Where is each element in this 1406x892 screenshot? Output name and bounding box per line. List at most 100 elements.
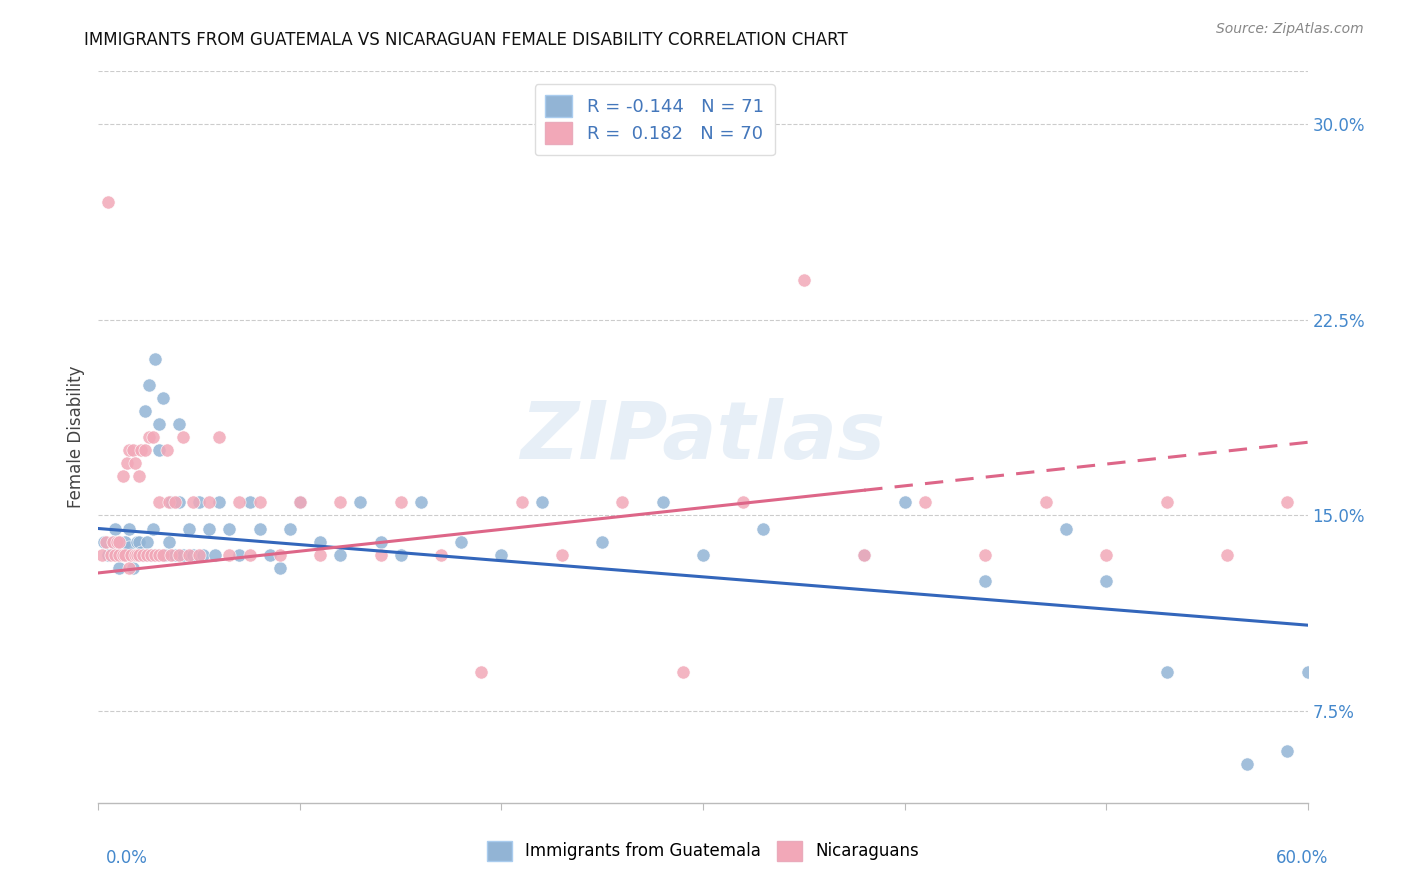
Point: [129, 545, 152, 559]
Point: [148, 443, 170, 458]
Point: [1095, 548, 1118, 562]
Point: [124, 548, 146, 562]
Point: [103, 521, 125, 535]
Point: [204, 548, 226, 562]
Point: [121, 443, 143, 458]
Point: [1296, 665, 1319, 680]
Point: [752, 521, 775, 535]
Text: 60.0%: 60.0%: [1277, 849, 1329, 867]
Point: [893, 495, 915, 509]
Point: [974, 574, 997, 588]
Point: [551, 548, 574, 562]
Point: [118, 443, 141, 458]
Point: [239, 495, 262, 509]
Point: [733, 495, 755, 509]
Point: [1035, 495, 1057, 509]
Point: [510, 495, 533, 509]
Point: [370, 534, 392, 549]
Point: [651, 495, 673, 509]
Point: [111, 469, 134, 483]
Point: [118, 540, 141, 554]
Point: [139, 548, 162, 562]
Point: [152, 548, 174, 562]
Point: [269, 560, 291, 574]
Point: [160, 548, 183, 562]
Point: [97, 548, 120, 562]
Point: [143, 548, 166, 562]
Point: [139, 548, 162, 562]
Point: [179, 521, 201, 535]
Point: [370, 548, 392, 562]
Point: [1277, 743, 1299, 757]
Point: [101, 534, 124, 549]
Point: [288, 495, 311, 509]
Y-axis label: Female Disability: Female Disability: [66, 366, 84, 508]
Point: [409, 495, 432, 509]
Point: [134, 404, 156, 418]
Point: [179, 548, 201, 562]
Point: [148, 548, 170, 562]
Point: [153, 548, 176, 562]
Point: [118, 521, 141, 535]
Point: [228, 495, 250, 509]
Point: [1054, 521, 1077, 535]
Point: [530, 495, 553, 509]
Point: [124, 456, 146, 470]
Point: [163, 548, 186, 562]
Point: [101, 534, 124, 549]
Point: [1216, 548, 1239, 562]
Point: [157, 534, 180, 549]
Legend: Immigrants from Guatemala, Nicaraguans: Immigrants from Guatemala, Nicaraguans: [479, 834, 927, 868]
Point: [309, 534, 332, 549]
Point: [853, 548, 876, 562]
Point: [107, 534, 129, 549]
Text: ZIPatlas: ZIPatlas: [520, 398, 886, 476]
Point: [114, 548, 136, 562]
Point: [167, 495, 190, 509]
Point: [1095, 574, 1118, 588]
Point: [107, 534, 129, 549]
Point: [181, 495, 204, 509]
Point: [329, 495, 352, 509]
Point: [156, 443, 179, 458]
Point: [135, 534, 157, 549]
Point: [111, 548, 134, 562]
Point: [188, 548, 211, 562]
Point: [1156, 495, 1178, 509]
Point: [97, 194, 120, 209]
Point: [105, 534, 128, 549]
Point: [128, 548, 150, 562]
Point: [208, 430, 231, 444]
Point: [129, 443, 152, 458]
Point: [591, 534, 613, 549]
Point: [249, 521, 271, 535]
Point: [105, 548, 128, 562]
Text: Source: ZipAtlas.com: Source: ZipAtlas.com: [1216, 22, 1364, 37]
Point: [278, 521, 301, 535]
Point: [672, 665, 695, 680]
Point: [138, 377, 160, 392]
Point: [132, 548, 155, 562]
Point: [107, 548, 129, 562]
Point: [349, 495, 371, 509]
Point: [1156, 665, 1178, 680]
Point: [974, 548, 997, 562]
Point: [329, 548, 352, 562]
Point: [249, 495, 271, 509]
Point: [309, 548, 332, 562]
Point: [111, 548, 134, 562]
Point: [125, 534, 148, 549]
Point: [148, 495, 170, 509]
Point: [160, 495, 183, 509]
Point: [120, 548, 142, 562]
Point: [853, 548, 876, 562]
Point: [152, 391, 174, 405]
Point: [121, 560, 143, 574]
Point: [612, 495, 634, 509]
Point: [218, 548, 240, 562]
Point: [128, 469, 150, 483]
Point: [1277, 495, 1299, 509]
Point: [914, 495, 936, 509]
Point: [96, 534, 118, 549]
Text: IMMIGRANTS FROM GUATEMALA VS NICARAGUAN FEMALE DISABILITY CORRELATION CHART: IMMIGRANTS FROM GUATEMALA VS NICARAGUAN …: [84, 31, 848, 49]
